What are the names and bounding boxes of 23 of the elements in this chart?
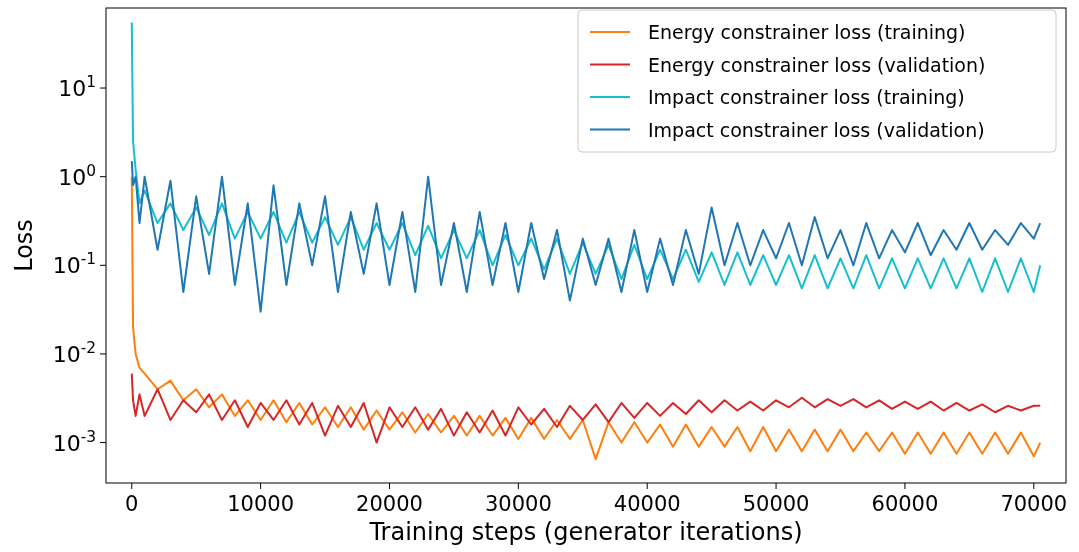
x-tick-label: 20000	[356, 492, 423, 516]
x-tick-label: 60000	[871, 492, 939, 516]
x-tick-label: 10000	[227, 492, 295, 516]
legend-label: Energy constrainer loss (validation)	[648, 53, 986, 76]
x-tick-label: 30000	[484, 492, 552, 516]
x-axis-title: Training steps (generator iterations)	[368, 518, 803, 546]
line-series	[130, 21, 1042, 293]
y-tick-label: 10$^{-2}$	[52, 338, 96, 367]
line-series	[130, 372, 1042, 444]
y-tick-label: 10$^{-3}$	[52, 427, 96, 456]
line-series	[130, 175, 1042, 461]
x-tick-label: 50000	[742, 492, 810, 516]
x-tick-label: 0	[125, 492, 139, 516]
y-tick-label: 10$^{1}$	[58, 73, 96, 102]
y-tick-label: 10$^{0}$	[58, 161, 96, 190]
line-series	[130, 160, 1042, 313]
y-axis-title: Loss	[10, 219, 38, 272]
legend-label: Impact constrainer loss (validation)	[648, 118, 985, 141]
y-tick-label: 10$^{-1}$	[52, 250, 96, 279]
x-tick-label: 40000	[613, 492, 681, 516]
legend-label: Impact constrainer loss (training)	[648, 86, 965, 108]
legend-label: Energy constrainer loss (training)	[648, 21, 966, 43]
x-tick-label: 70000	[1000, 492, 1068, 516]
